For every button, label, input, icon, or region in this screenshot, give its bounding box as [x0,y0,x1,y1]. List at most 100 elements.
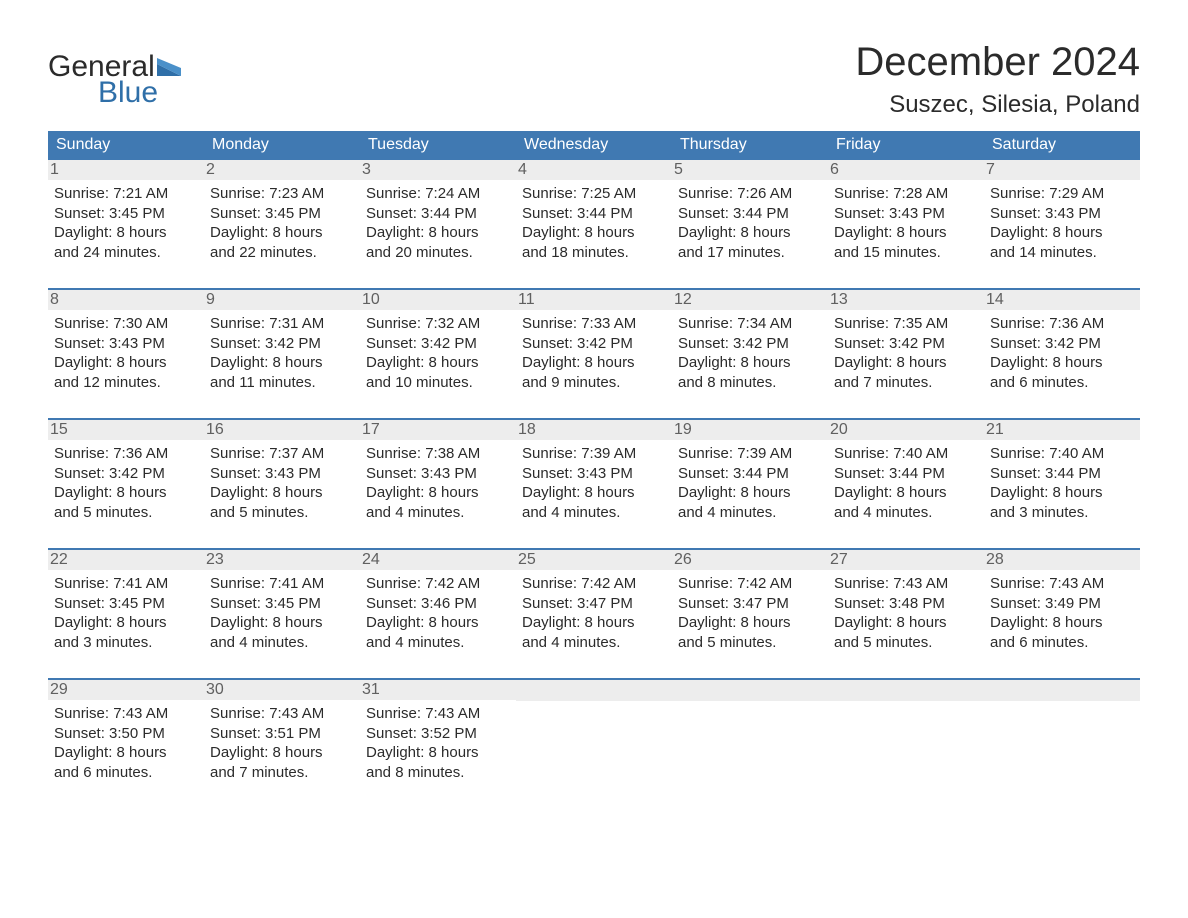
sunset-text: Sunset: 3:44 PM [678,204,822,224]
dow-tue: Tuesday [360,131,516,159]
sunset-text: Sunset: 3:42 PM [834,334,978,354]
day-cell: 23 Sunrise: 7:41 AMSunset: 3:45 PMDayligh… [204,549,360,679]
day-cell: 8Sunrise: 7:30 AMSunset: 3:43 PMDaylight… [48,289,204,419]
daylight-line2: and 5 minutes. [678,633,822,653]
day-details: Sunrise: 7:29 AMSunset: 3:43 PMDaylight:… [990,184,1134,262]
brand-logo: General Blue [48,52,181,108]
day-number: 3 [360,160,516,180]
day-details: Sunrise: 7:42 AMSunset: 3:46 PMDaylight:… [366,574,510,652]
sunrise-text: Sunrise: 7:40 AM [834,444,978,464]
day-details: Sunrise: 7:33 AMSunset: 3:42 PMDaylight:… [522,314,666,392]
day-cell: 16Sunrise: 7:37 AMSunset: 3:43 PMDayligh… [204,419,360,549]
daylight-line2: and 5 minutes. [834,633,978,653]
sunset-text: Sunset: 3:42 PM [366,334,510,354]
daylight-line2: and 24 minutes. [54,243,198,263]
daylight-line2: and 6 minutes. [54,763,198,783]
daylight-line1: Daylight: 8 hours [366,223,510,243]
day-details: Sunrise: 7:41 AMSunset: 3:45 PMDaylight:… [54,574,198,652]
day-number: 28 [984,550,1140,570]
week-row: 8Sunrise: 7:30 AMSunset: 3:43 PMDaylight… [48,289,1140,419]
sunrise-text: Sunrise: 7:38 AM [366,444,510,464]
sunset-text: Sunset: 3:43 PM [210,464,354,484]
day-details: Sunrise: 7:43 AMSunset: 3:52 PMDaylight:… [366,704,510,782]
daylight-line2: and 4 minutes. [210,633,354,653]
empty-band [672,680,828,701]
sunrise-text: Sunrise: 7:28 AM [834,184,978,204]
brand-bottom-text: Blue [98,78,181,108]
sunrise-text: Sunrise: 7:30 AM [54,314,198,334]
day-number: 30 [204,680,360,700]
daylight-line2: and 15 minutes. [834,243,978,263]
day-details: Sunrise: 7:42 AMSunset: 3:47 PMDaylight:… [522,574,666,652]
daylight-line2: and 5 minutes. [54,503,198,523]
daylight-line1: Daylight: 8 hours [522,613,666,633]
day-number: 27 [828,550,984,570]
daylight-line2: and 22 minutes. [210,243,354,263]
daylight-line2: and 4 minutes. [522,503,666,523]
daylight-line1: Daylight: 8 hours [834,353,978,373]
sunrise-text: Sunrise: 7:32 AM [366,314,510,334]
day-number: 6 [828,160,984,180]
day-number: 2 [204,160,360,180]
sunrise-text: Sunrise: 7:43 AM [990,574,1134,594]
sunrise-text: Sunrise: 7:43 AM [366,704,510,724]
daylight-line1: Daylight: 8 hours [990,353,1134,373]
daylight-line1: Daylight: 8 hours [54,353,198,373]
daylight-line2: and 4 minutes. [678,503,822,523]
sunrise-text: Sunrise: 7:43 AM [210,704,354,724]
sunset-text: Sunset: 3:47 PM [678,594,822,614]
day-cell: 1Sunrise: 7:21 AMSunset: 3:45 PMDaylight… [48,159,204,289]
daylight-line1: Daylight: 8 hours [678,353,822,373]
sunrise-text: Sunrise: 7:36 AM [990,314,1134,334]
daylight-line1: Daylight: 8 hours [990,613,1134,633]
day-details: Sunrise: 7:39 AMSunset: 3:44 PMDaylight:… [678,444,822,522]
day-number: 11 [516,290,672,310]
sunset-text: Sunset: 3:42 PM [990,334,1134,354]
daylight-line1: Daylight: 8 hours [366,743,510,763]
daylight-line1: Daylight: 8 hours [54,483,198,503]
day-cell: 5Sunrise: 7:26 AMSunset: 3:44 PMDaylight… [672,159,828,289]
dow-sat: Saturday [984,131,1140,159]
day-number: 12 [672,290,828,310]
empty-band [516,680,672,701]
daylight-line1: Daylight: 8 hours [54,613,198,633]
day-cell: 21Sunrise: 7:40 AMSunset: 3:44 PMDayligh… [984,419,1140,549]
empty-day-cell [672,679,828,808]
sunset-text: Sunset: 3:51 PM [210,724,354,744]
header: General Blue December 2024 Suszec, Siles… [48,40,1140,119]
day-details: Sunrise: 7:38 AMSunset: 3:43 PMDaylight:… [366,444,510,522]
day-details: Sunrise: 7:40 AMSunset: 3:44 PMDaylight:… [990,444,1134,522]
daylight-line1: Daylight: 8 hours [54,223,198,243]
sunrise-text: Sunrise: 7:39 AM [522,444,666,464]
sunrise-text: Sunrise: 7:42 AM [678,574,822,594]
day-number: 5 [672,160,828,180]
daylight-line2: and 4 minutes. [834,503,978,523]
day-number: 1 [48,160,204,180]
daylight-line2: and 6 minutes. [990,373,1134,393]
daylight-line2: and 8 minutes. [366,763,510,783]
daylight-line2: and 3 minutes. [990,503,1134,523]
sunrise-text: Sunrise: 7:41 AM [210,574,354,594]
day-cell: 15Sunrise: 7:36 AMSunset: 3:42 PMDayligh… [48,419,204,549]
day-cell: 29Sunrise: 7:43 AMSunset: 3:50 PMDayligh… [48,679,204,808]
calendar-table: Sunday Monday Tuesday Wednesday Thursday… [48,131,1140,808]
day-number: 25 [516,550,672,570]
dow-wed: Wednesday [516,131,672,159]
day-details: Sunrise: 7:40 AMSunset: 3:44 PMDaylight:… [834,444,978,522]
day-cell: 27Sunrise: 7:43 AMSunset: 3:48 PMDayligh… [828,549,984,679]
day-cell: 25 Sunrise: 7:42 AMSunset: 3:47 PMDayligh… [516,549,672,679]
day-details: Sunrise: 7:41 AMSunset: 3:45 PMDaylight:… [210,574,354,652]
day-details: Sunrise: 7:24 AMSunset: 3:44 PMDaylight:… [366,184,510,262]
daylight-line1: Daylight: 8 hours [210,743,354,763]
day-cell: 20Sunrise: 7:40 AMSunset: 3:44 PMDayligh… [828,419,984,549]
daylight-line2: and 10 minutes. [366,373,510,393]
day-number: 16 [204,420,360,440]
sunset-text: Sunset: 3:44 PM [834,464,978,484]
sunset-text: Sunset: 3:42 PM [678,334,822,354]
sunrise-text: Sunrise: 7:33 AM [522,314,666,334]
sunrise-text: Sunrise: 7:40 AM [990,444,1134,464]
day-cell: 4Sunrise: 7:25 AMSunset: 3:44 PMDaylight… [516,159,672,289]
day-number: 26 [672,550,828,570]
day-number: 23 [204,550,360,570]
daylight-line2: and 8 minutes. [678,373,822,393]
